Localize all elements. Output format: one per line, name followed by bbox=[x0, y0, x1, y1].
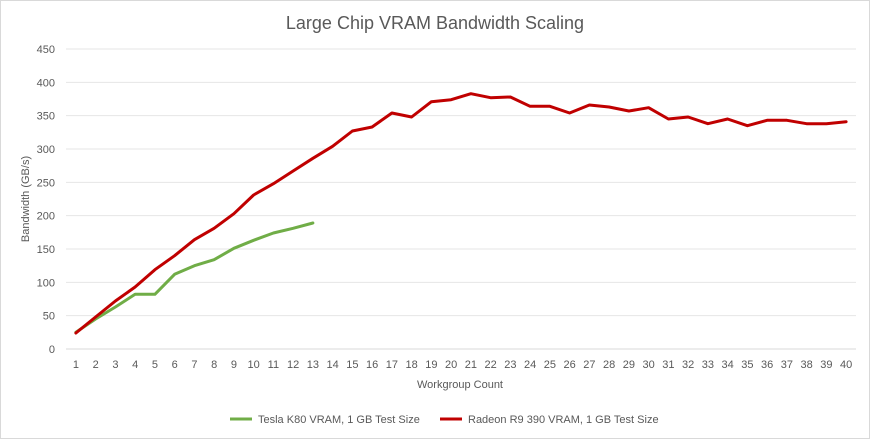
x-tick-label: 25 bbox=[544, 359, 556, 371]
series-lines bbox=[74, 92, 848, 335]
x-tick-label: 8 bbox=[211, 359, 217, 371]
x-tick-label: 29 bbox=[623, 359, 635, 371]
x-tick-label: 19 bbox=[425, 359, 437, 371]
x-tick-label: 30 bbox=[643, 359, 655, 371]
x-tick-label: 17 bbox=[386, 359, 398, 371]
series-line-1 bbox=[74, 92, 848, 335]
x-tick-label: 31 bbox=[662, 359, 674, 371]
x-axis-title: Workgroup Count bbox=[417, 379, 503, 391]
x-tick-label: 23 bbox=[504, 359, 516, 371]
y-tick-label: 350 bbox=[37, 111, 55, 123]
legend-label: Tesla K80 VRAM, 1 GB Test Size bbox=[258, 414, 420, 426]
y-tick-label: 250 bbox=[37, 177, 55, 189]
y-tick-label: 50 bbox=[43, 311, 55, 323]
x-tick-label: 33 bbox=[702, 359, 714, 371]
x-tick-label: 12 bbox=[287, 359, 299, 371]
x-tick-label: 35 bbox=[741, 359, 753, 371]
x-tick-label: 37 bbox=[781, 359, 793, 371]
x-tick-label: 20 bbox=[445, 359, 457, 371]
x-tick-label: 9 bbox=[231, 359, 237, 371]
x-tick-label: 40 bbox=[840, 359, 852, 371]
x-tick-label: 34 bbox=[722, 359, 734, 371]
x-tick-label: 22 bbox=[485, 359, 497, 371]
x-tick-label: 16 bbox=[366, 359, 378, 371]
series-line-0 bbox=[74, 221, 315, 334]
x-tick-label: 27 bbox=[583, 359, 595, 371]
y-tick-label: 150 bbox=[37, 244, 55, 256]
x-tick-label: 11 bbox=[268, 359, 279, 371]
x-tick-label: 21 bbox=[465, 359, 477, 371]
y-tick-label: 450 bbox=[37, 44, 55, 56]
x-tick-label: 24 bbox=[524, 359, 536, 371]
x-tick-label: 5 bbox=[152, 359, 158, 371]
x-tick-label: 39 bbox=[820, 359, 832, 371]
y-axis-ticks: 0 50 100 150 200 250 300 350 400 450 bbox=[37, 44, 55, 356]
y-tick-label: 400 bbox=[37, 77, 55, 89]
x-tick-label: 32 bbox=[682, 359, 694, 371]
x-tick-label: 18 bbox=[406, 359, 418, 371]
legend-item: Radeon R9 390 VRAM, 1 GB Test Size bbox=[440, 414, 659, 426]
y-tick-label: 100 bbox=[37, 277, 55, 289]
x-tick-label: 1 bbox=[73, 359, 79, 371]
legend: Tesla K80 VRAM, 1 GB Test Size Radeon R9 … bbox=[230, 414, 659, 426]
x-tick-label: 14 bbox=[327, 359, 339, 371]
x-tick-label: 2 bbox=[93, 359, 99, 371]
y-tick-label: 0 bbox=[49, 344, 55, 356]
legend-label: Radeon R9 390 VRAM, 1 GB Test Size bbox=[468, 414, 659, 426]
x-axis-ticks: 1 2 3 4 5 6 7 8 9 10 11 12 13 14 15 16 17 18 19 20 21 22 23 24 2… bbox=[73, 359, 852, 371]
x-tick-label: 6 bbox=[172, 359, 178, 371]
x-tick-label: 3 bbox=[112, 359, 118, 371]
legend-item: Tesla K80 VRAM, 1 GB Test Size bbox=[230, 414, 420, 426]
y-axis-title: Bandwidth (GB/s) bbox=[20, 156, 32, 242]
y-tick-label: 200 bbox=[37, 211, 55, 223]
x-tick-label: 13 bbox=[307, 359, 319, 371]
x-tick-label: 15 bbox=[346, 359, 358, 371]
chart-title: Large Chip VRAM Bandwidth Scaling bbox=[286, 13, 584, 33]
x-tick-label: 28 bbox=[603, 359, 615, 371]
y-tick-label: 300 bbox=[37, 144, 55, 156]
x-tick-label: 36 bbox=[761, 359, 773, 371]
gridlines bbox=[66, 48, 856, 350]
x-tick-label: 7 bbox=[191, 359, 197, 371]
x-tick-label: 26 bbox=[564, 359, 576, 371]
x-tick-label: 4 bbox=[132, 359, 138, 371]
x-tick-label: 38 bbox=[801, 359, 813, 371]
x-tick-label: 10 bbox=[248, 359, 260, 371]
